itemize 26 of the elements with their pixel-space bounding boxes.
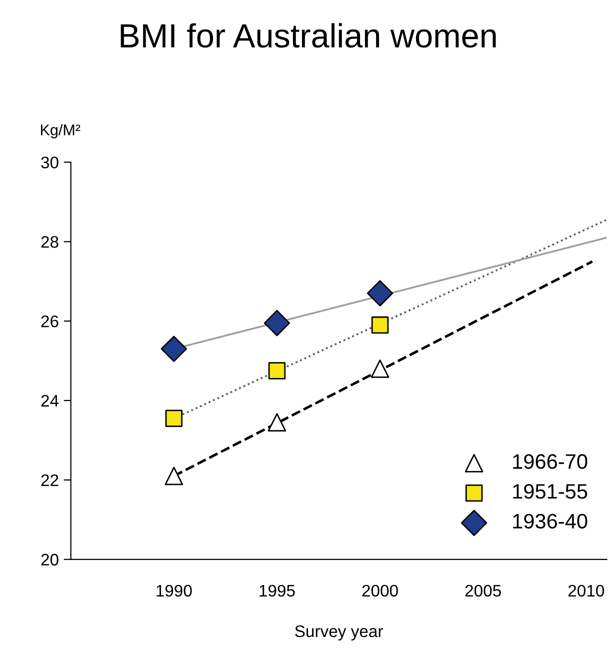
y-tick-label: 22	[41, 474, 58, 486]
point	[371, 316, 389, 334]
x-axis-title: Survey year	[295, 625, 383, 640]
legend-label: 1966-70	[513, 454, 588, 469]
y-tick-label: 20	[41, 554, 58, 566]
y-axis-title: Kg/M²	[41, 124, 80, 138]
legend-label: 1951-55	[513, 484, 588, 499]
point	[264, 310, 290, 336]
x-tick-label: 1990	[156, 584, 192, 597]
x-tick-label: 1995	[260, 584, 295, 597]
x-tick-label: 2005	[465, 584, 501, 597]
point	[165, 410, 183, 427]
y-tick-label: 30	[41, 156, 58, 168]
point	[164, 466, 184, 486]
y-tick-label: 28	[41, 236, 58, 248]
point	[366, 280, 394, 306]
point	[160, 336, 188, 362]
legend-label: 1936-40	[513, 514, 588, 529]
x-tick-label: 2000	[362, 584, 398, 597]
x-tick-label: 2010	[568, 584, 604, 597]
point	[268, 413, 286, 432]
point	[370, 360, 390, 378]
y-tick-label: 24	[41, 394, 59, 407]
y-tick-label: 26	[41, 315, 58, 328]
chart-title: BMI for Australian women	[120, 23, 496, 48]
point	[268, 362, 286, 380]
